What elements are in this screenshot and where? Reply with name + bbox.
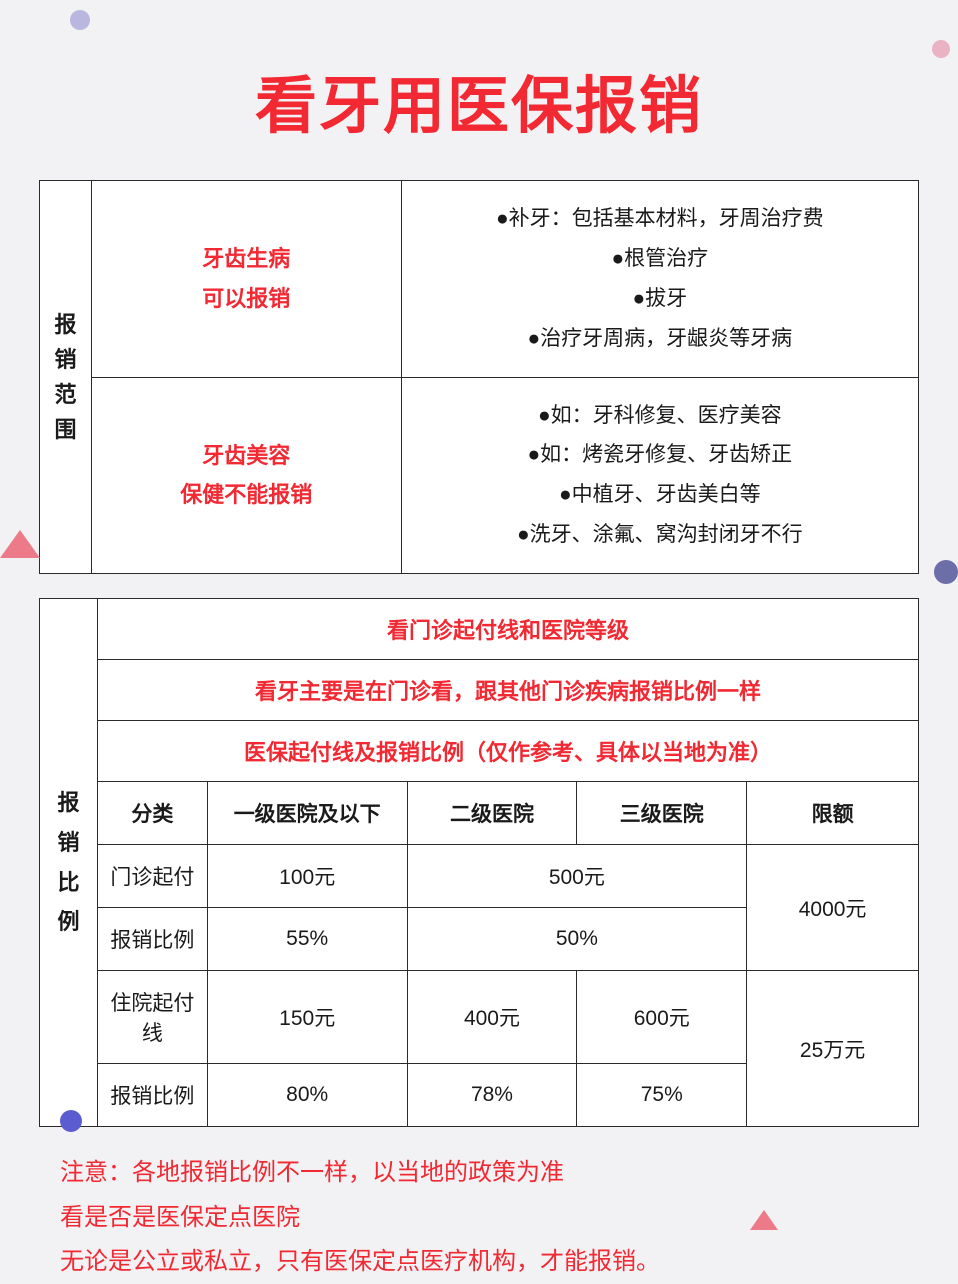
scope-row-title: 牙齿美容 保健不能报销	[91, 377, 401, 574]
cell-value: 75%	[577, 1064, 747, 1127]
col-header: 二级医院	[407, 782, 577, 845]
note-line: 无论是公立或私立，只有医保定点医疗机构，才能报销。	[60, 1240, 898, 1284]
scope-item: ●补牙：包括基本材料，牙周治疗费	[410, 199, 910, 239]
note-line: 注意：各地报销比例不一样，以当地的政策为准	[60, 1151, 898, 1195]
scope-table: 报 销 范 围 牙齿生病 可以报销 ●补牙：包括基本材料，牙周治疗费 ●根管治疗…	[39, 180, 919, 574]
scope-row-items: ●补牙：包括基本材料，牙周治疗费 ●根管治疗 ●拔牙 ●治疗牙周病，牙龈炎等牙病	[401, 181, 918, 378]
decor-dot	[60, 1110, 82, 1132]
scope-item: ●洗牙、涂氟、窝沟封闭牙不行	[410, 515, 910, 555]
scope-item: ●治疗牙周病，牙龈炎等牙病	[410, 319, 910, 359]
cell-value: 80%	[207, 1064, 407, 1127]
cell-value: 150元	[207, 971, 407, 1064]
col-header: 三级医院	[577, 782, 747, 845]
ratio-header: 看门诊起付线和医院等级	[97, 599, 918, 660]
col-header: 限额	[747, 782, 919, 845]
row-label: 住院起付线	[97, 971, 207, 1064]
cell-value: 400元	[407, 971, 577, 1064]
row-label: 报销比例	[97, 908, 207, 971]
scope-row-items: ●如：牙科修复、医疗美容 ●如：烤瓷牙修复、牙齿矫正 ●中植牙、牙齿美白等 ●洗…	[401, 377, 918, 574]
row-label: 报销比例	[97, 1064, 207, 1127]
page-title: 看牙用医保报销	[0, 0, 958, 180]
decor-dot	[932, 40, 950, 58]
cell-limit: 4000元	[747, 845, 919, 971]
row-label: 门诊起付	[97, 845, 207, 908]
decor-triangle	[750, 1210, 778, 1230]
cell-value: 500元	[407, 845, 747, 908]
cell-value: 78%	[407, 1064, 577, 1127]
scope-row-title: 牙齿生病 可以报销	[91, 181, 401, 378]
decor-dot	[934, 560, 958, 584]
scope-item: ●如：牙科修复、医疗美容	[410, 396, 910, 436]
cell-value: 50%	[407, 908, 747, 971]
cell-value: 55%	[207, 908, 407, 971]
cell-value: 600元	[577, 971, 747, 1064]
decor-dot	[70, 10, 90, 30]
ratio-table: 报 销 比 例 看门诊起付线和医院等级 看牙主要是在门诊看，跟其他门诊疾病报销比…	[39, 598, 919, 1127]
col-header: 一级医院及以下	[207, 782, 407, 845]
scope-item: ●根管治疗	[410, 239, 910, 279]
decor-triangle	[0, 530, 40, 558]
scope-item: ●如：烤瓷牙修复、牙齿矫正	[410, 435, 910, 475]
ratio-header: 医保起付线及报销比例（仅作参考、具体以当地为准）	[97, 721, 918, 782]
col-header: 分类	[97, 782, 207, 845]
scope-item: ●中植牙、牙齿美白等	[410, 475, 910, 515]
cell-limit: 25万元	[747, 971, 919, 1127]
scope-item: ●拔牙	[410, 279, 910, 319]
cell-value: 100元	[207, 845, 407, 908]
scope-vertical-label: 报 销 范 围	[40, 181, 92, 574]
ratio-header: 看牙主要是在门诊看，跟其他门诊疾病报销比例一样	[97, 660, 918, 721]
ratio-vertical-label: 报 销 比 例	[40, 599, 98, 1127]
